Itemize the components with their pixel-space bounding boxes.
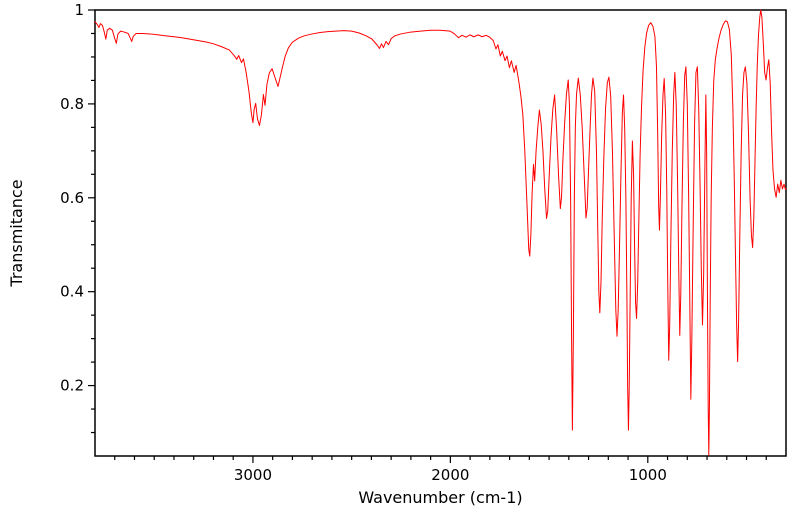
x-tick-label: 3000 bbox=[234, 466, 272, 484]
y-axis-title: Transmitance bbox=[7, 179, 26, 287]
y-tick-label: 0.6 bbox=[60, 189, 84, 207]
y-tick-label: 0.8 bbox=[60, 95, 84, 113]
x-axis-title: Wavenumber (cm-1) bbox=[358, 488, 522, 507]
y-tick-label: 0.2 bbox=[60, 377, 84, 395]
x-tick-label: 2000 bbox=[431, 466, 469, 484]
spectrum-line bbox=[94, 9, 787, 456]
x-tick-label: 1000 bbox=[629, 466, 667, 484]
y-tick-label: 1 bbox=[74, 1, 84, 19]
major-ticks bbox=[88, 9, 649, 463]
tick-labels: 3000 2000 1000 0.2 0.4 0.6 0.8 1 bbox=[60, 1, 667, 484]
minor-ticks bbox=[91, 32, 767, 460]
y-tick-label: 0.4 bbox=[60, 283, 84, 301]
plot-frame bbox=[94, 9, 787, 457]
